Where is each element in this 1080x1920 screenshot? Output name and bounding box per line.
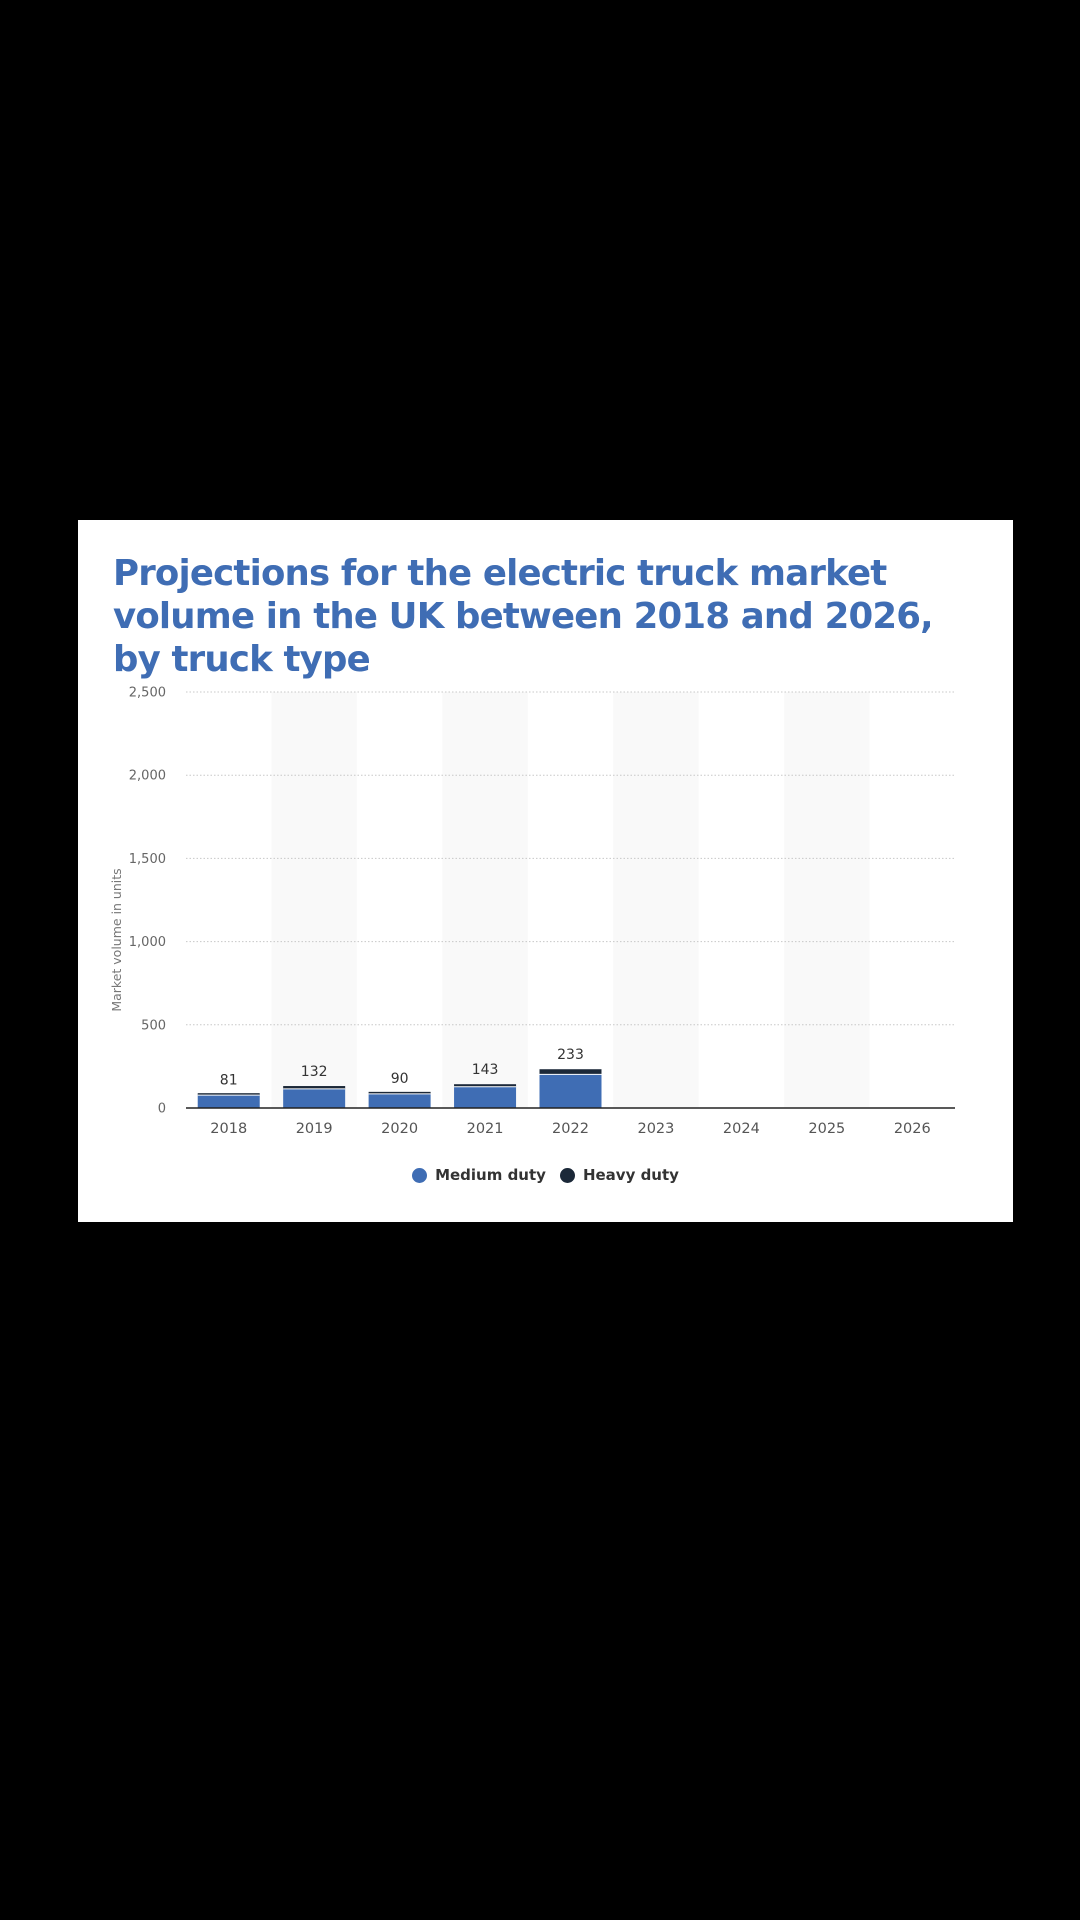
x-tick-label: 2024: [723, 1121, 760, 1137]
x-tick-label: 2022: [552, 1121, 589, 1137]
y-tick-label: 500: [141, 1018, 166, 1033]
bar-heavy-duty: [197, 1093, 260, 1096]
bar-medium-duty: [197, 1095, 260, 1108]
bar-heavy-duty: [454, 1084, 517, 1087]
legend-item-medium-duty[interactable]: Medium duty: [412, 1166, 546, 1184]
x-tick-label: 2026: [894, 1121, 931, 1137]
column-band: [271, 692, 357, 1108]
legend-marker-heavy-duty: [559, 1167, 575, 1183]
data-label: 81: [220, 1073, 238, 1089]
bar-medium-duty: [283, 1088, 346, 1108]
y-tick-label: 1,500: [129, 852, 166, 867]
legend-item-heavy-duty[interactable]: Heavy duty: [559, 1166, 679, 1184]
chart-plot: 0 500 1,000 1,500 2,000 2,500 Market volume in…: [109, 686, 955, 1137]
x-tick-label: 2020: [381, 1121, 418, 1137]
bar-heavy-duty: [539, 1069, 602, 1075]
y-tick-label: 1,000: [129, 935, 166, 950]
chart-title: Projections for the electric truck marke…: [113, 553, 934, 680]
bar-heavy-duty: [368, 1091, 431, 1094]
chart-legend: Medium duty Heavy duty: [78, 1166, 1013, 1184]
x-tick-label: 2025: [808, 1121, 845, 1137]
bar-medium-duty: [454, 1086, 517, 1108]
x-tick-label: 2021: [467, 1121, 504, 1137]
column-band: [784, 692, 870, 1108]
data-label: 143: [472, 1062, 499, 1078]
y-tick-label: 0: [158, 1102, 166, 1117]
x-tick-label: 2018: [210, 1121, 247, 1137]
data-label: 90: [391, 1071, 409, 1087]
legend-label-medium-duty: Medium duty: [435, 1166, 546, 1184]
column-band: [442, 692, 528, 1108]
x-tick-label: 2023: [637, 1121, 674, 1137]
y-axis-label: Market volume in units: [109, 868, 124, 1011]
data-label: 132: [301, 1064, 328, 1080]
legend-marker-medium-duty: [412, 1167, 428, 1183]
data-label: 233: [557, 1047, 584, 1063]
y-tick-label: 2,000: [129, 769, 166, 784]
chart-card: Projections for the electric truck marke…: [78, 520, 1013, 1222]
bar-medium-duty: [368, 1093, 431, 1108]
legend-label-heavy-duty: Heavy duty: [582, 1166, 679, 1184]
bar-heavy-duty: [283, 1086, 346, 1089]
bar-medium-duty: [539, 1074, 602, 1108]
x-tick-label: 2019: [296, 1121, 333, 1137]
y-tick-label: 2,500: [129, 686, 166, 701]
column-band: [613, 692, 699, 1108]
